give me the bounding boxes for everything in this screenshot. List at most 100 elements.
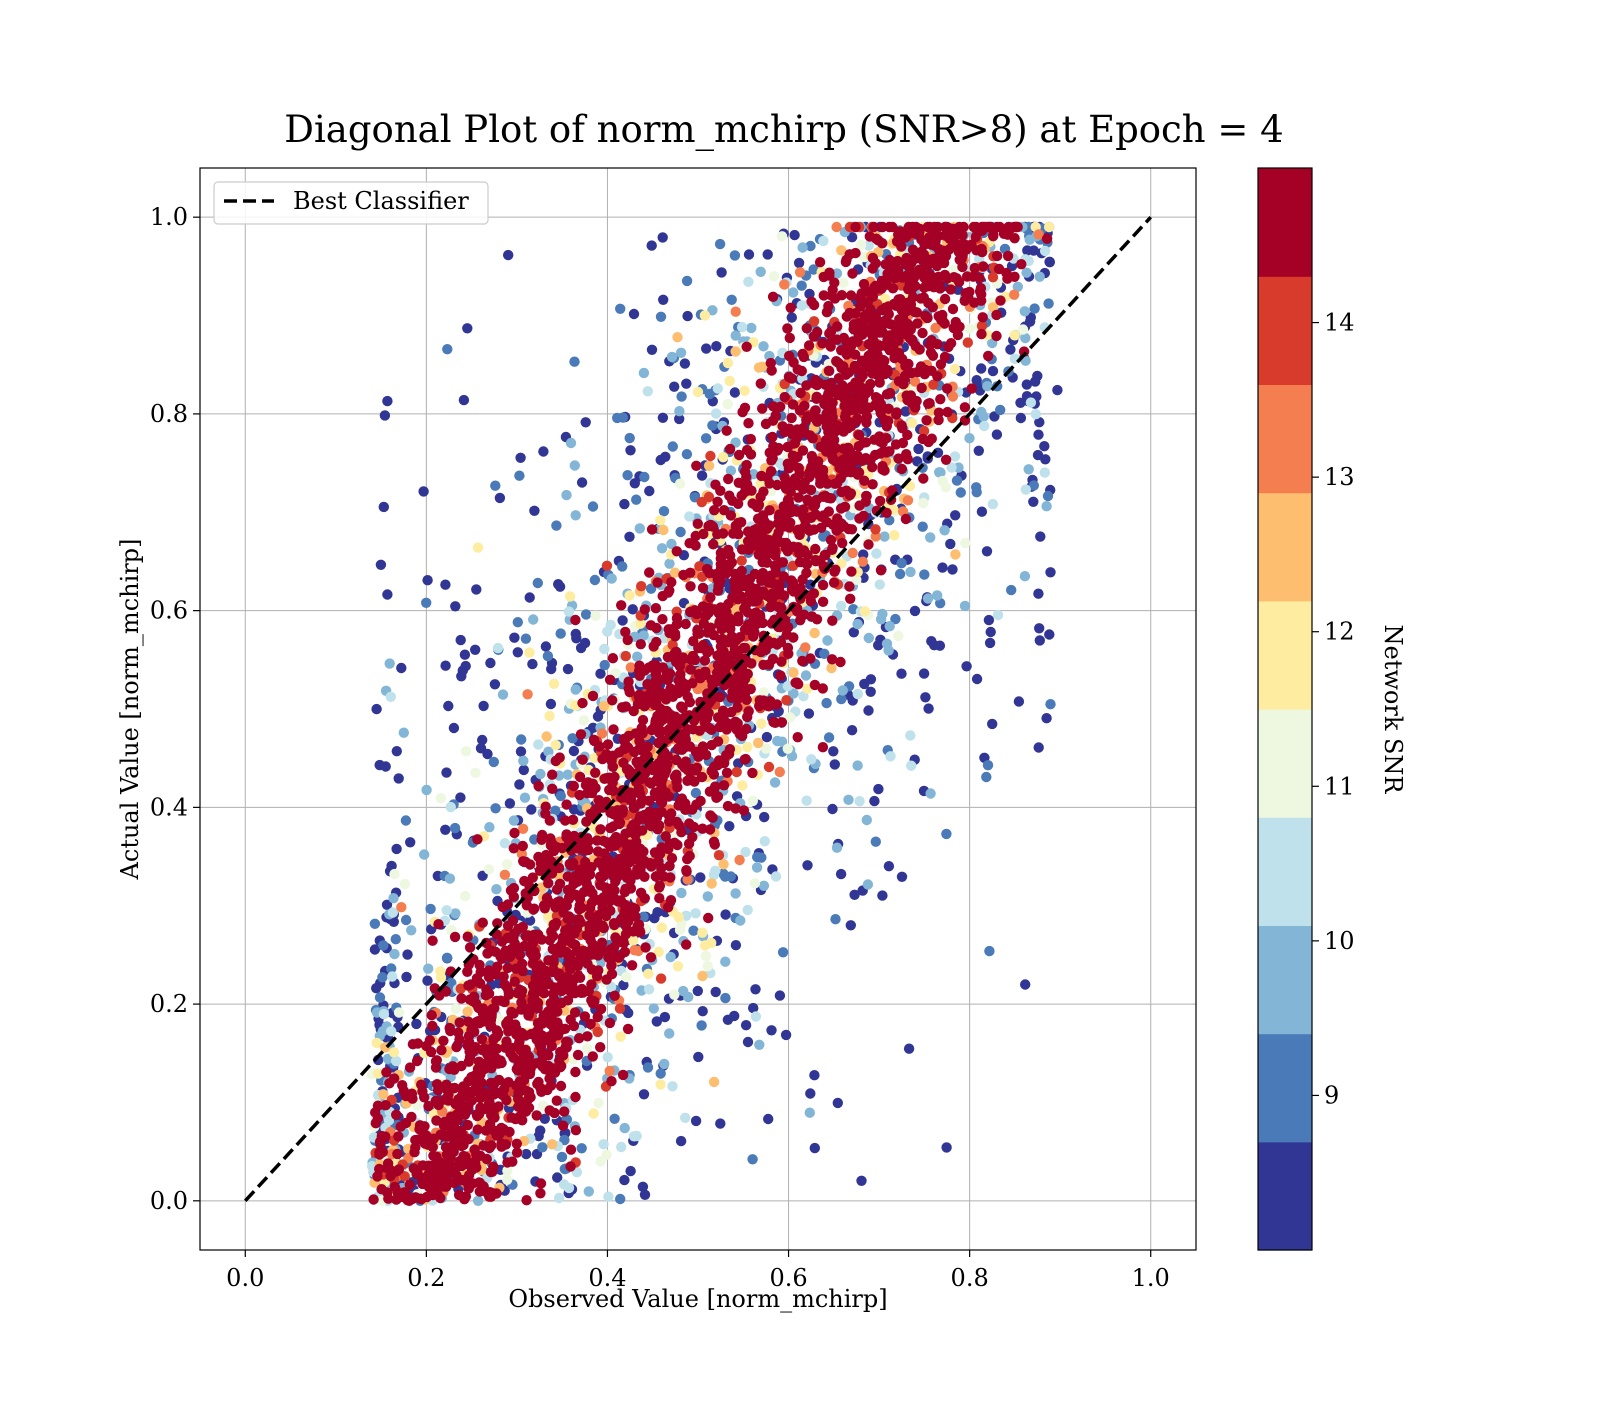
scatter-point bbox=[445, 1023, 455, 1033]
scatter-point bbox=[908, 245, 918, 255]
scatter-point bbox=[735, 915, 745, 925]
scatter-point bbox=[608, 724, 618, 734]
scatter-point bbox=[764, 701, 774, 711]
scatter-point bbox=[826, 402, 836, 412]
scatter-point bbox=[394, 1164, 404, 1174]
scatter-point bbox=[732, 767, 742, 777]
scatter-point bbox=[893, 631, 903, 641]
scatter-point bbox=[598, 1139, 608, 1149]
scatter-point bbox=[605, 1018, 615, 1028]
scatter-point bbox=[638, 1182, 648, 1192]
scatter-point bbox=[528, 948, 538, 958]
scatter-point bbox=[974, 273, 984, 283]
scatter-point bbox=[750, 878, 760, 888]
scatter-point bbox=[792, 452, 802, 462]
scatter-point bbox=[692, 629, 702, 639]
scatter-point bbox=[984, 946, 994, 956]
scatter-point bbox=[579, 715, 589, 725]
scatter-point bbox=[509, 828, 519, 838]
scatter-point bbox=[771, 871, 781, 881]
scatter-point bbox=[460, 650, 470, 660]
scatter-point bbox=[581, 417, 591, 427]
scatter-point bbox=[389, 949, 399, 959]
scatter-point bbox=[701, 433, 711, 443]
scatter-point bbox=[427, 1021, 437, 1031]
scatter-point bbox=[1022, 379, 1032, 389]
scatter-point bbox=[818, 580, 828, 590]
scatter-point bbox=[641, 699, 651, 709]
scatter-point bbox=[665, 872, 675, 882]
scatter-point bbox=[590, 768, 600, 778]
scatter-point bbox=[722, 618, 732, 628]
scatter-point bbox=[507, 1157, 517, 1167]
scatter-point bbox=[693, 1052, 703, 1062]
scatter-point bbox=[962, 271, 972, 281]
scatter-point bbox=[412, 1167, 422, 1177]
scatter-point bbox=[557, 1152, 567, 1162]
scatter-point bbox=[486, 1140, 496, 1150]
scatter-point bbox=[806, 462, 816, 472]
scatter-point bbox=[518, 1047, 528, 1057]
scatter-point bbox=[697, 928, 707, 938]
scatter-point bbox=[875, 496, 885, 506]
scatter-point bbox=[709, 837, 719, 847]
scatter-point bbox=[569, 357, 579, 367]
scatter-point bbox=[763, 249, 773, 259]
scatter-point bbox=[877, 238, 887, 248]
scatter-point bbox=[800, 642, 810, 652]
scatter-point bbox=[846, 488, 856, 498]
scatter-point bbox=[561, 832, 571, 842]
scatter-point bbox=[810, 500, 820, 510]
scatter-point bbox=[669, 382, 679, 392]
scatter-point bbox=[764, 762, 774, 772]
scatter-point bbox=[941, 455, 951, 465]
scatter-point bbox=[399, 728, 409, 738]
scatter-point bbox=[981, 772, 991, 782]
scatter-point bbox=[503, 1016, 513, 1026]
scatter-point bbox=[922, 313, 932, 323]
scatter-point bbox=[806, 297, 816, 307]
scatter-point bbox=[876, 565, 886, 575]
scatter-point bbox=[827, 616, 837, 626]
scatter-point bbox=[643, 1062, 653, 1072]
scatter-point bbox=[698, 583, 708, 593]
scatter-point bbox=[491, 884, 501, 894]
scatter-point bbox=[896, 420, 906, 430]
scatter-point bbox=[979, 421, 989, 431]
scatter-point bbox=[392, 746, 402, 756]
scatter-point bbox=[608, 762, 618, 772]
scatter-point bbox=[651, 623, 661, 633]
scatter-point bbox=[804, 340, 814, 350]
scatter-point bbox=[595, 1042, 605, 1052]
scatter-point bbox=[567, 938, 577, 948]
scatter-point bbox=[566, 438, 576, 448]
scatter-point bbox=[690, 908, 700, 918]
scatter-point bbox=[788, 578, 798, 588]
scatter-point bbox=[495, 493, 505, 503]
scatter-point bbox=[652, 1016, 662, 1026]
scatter-point bbox=[433, 919, 443, 929]
scatter-point bbox=[593, 846, 603, 856]
scatter-point bbox=[943, 342, 953, 352]
scatter-point bbox=[697, 470, 707, 480]
scatter-point bbox=[547, 1063, 557, 1073]
scatter-point bbox=[620, 1123, 630, 1133]
scatter-point bbox=[409, 1147, 419, 1157]
scatter-point bbox=[897, 464, 907, 474]
scatter-point bbox=[394, 1007, 404, 1017]
scatter-point bbox=[371, 704, 381, 714]
scatter-point bbox=[741, 754, 751, 764]
scatter-point bbox=[391, 844, 401, 854]
scatter-point bbox=[731, 307, 741, 317]
scatter-point bbox=[503, 1026, 513, 1036]
scatter-point bbox=[617, 615, 627, 625]
scatter-point bbox=[827, 804, 837, 814]
scatter-point bbox=[792, 424, 802, 434]
scatter-point bbox=[615, 304, 625, 314]
scatter-point bbox=[454, 1190, 464, 1200]
scatter-point bbox=[904, 1044, 914, 1054]
scatter-point bbox=[854, 513, 864, 523]
scatter-point bbox=[762, 472, 772, 482]
scatter-point bbox=[588, 1051, 598, 1061]
scatter-point bbox=[647, 524, 657, 534]
